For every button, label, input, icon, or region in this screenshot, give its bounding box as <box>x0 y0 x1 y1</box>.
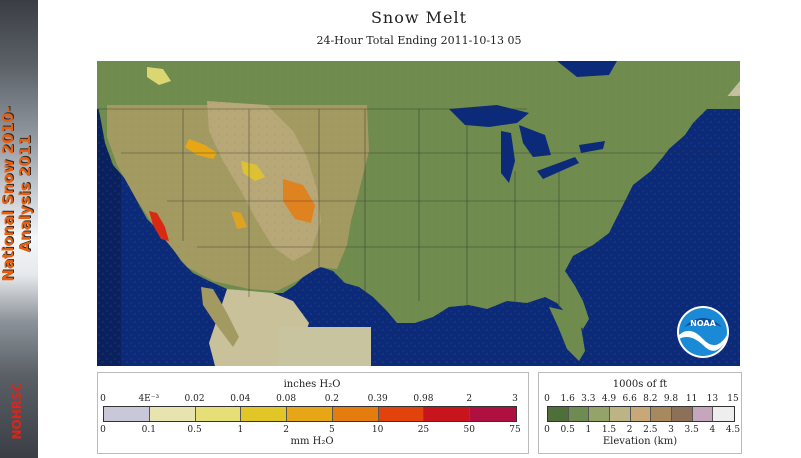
elevation-legend-top-label: 15 <box>727 394 739 404</box>
melt-legend-bottom-label: 2 <box>283 425 289 435</box>
melt-legend-swatch <box>470 407 516 421</box>
melt-legend-inches-title: inches H₂O <box>283 379 341 390</box>
snow-melt-north-cascades <box>147 67 171 85</box>
melt-legend-swatch <box>424 407 471 421</box>
great-lake-huron <box>519 125 551 157</box>
melt-legend-bottom-label: 0.5 <box>187 425 202 435</box>
elevation-legend-bottom-label: 1 <box>585 425 592 435</box>
melt-legend-top-label: 0.08 <box>276 394 297 404</box>
snow-melt-idaho-montana <box>185 139 217 159</box>
elevation-legend-top-label: 6.6 <box>622 394 637 404</box>
melt-legend-top-label: 3 <box>512 394 518 404</box>
elevation-legend-bottom-label: 3.5 <box>684 425 699 435</box>
melt-legend-top-label: 0 <box>100 394 106 404</box>
terrain-texture <box>97 61 740 366</box>
great-lake-erie <box>537 157 579 179</box>
melt-legend-swatch <box>241 407 288 421</box>
melt-legend-bottom-label: 50 <box>463 425 475 435</box>
elevation-legend-swatch <box>609 407 631 421</box>
map-title: Snow Melt <box>370 8 468 27</box>
melt-legend-bottom-label: 5 <box>329 425 335 435</box>
melt-legend-swatch <box>195 407 242 421</box>
melt-legend-top-label: 2 <box>466 394 473 404</box>
great-lake-michigan <box>501 131 515 183</box>
elevation-legend-bottom-label: 3 <box>668 425 674 435</box>
melt-legend-bottom-label: 1 <box>237 425 244 435</box>
melt-legend-top-label: 0.02 <box>184 394 205 404</box>
elevation-legend-top-label: 0 <box>544 394 550 404</box>
elevation-legend-top-label: 13 <box>706 394 719 404</box>
melt-legend-swatch <box>332 407 379 421</box>
elevation-legend-bottom-label: 2.5 <box>643 425 658 435</box>
elevation-legend-swatch <box>651 407 672 421</box>
elevation-legend-top-label: 1.6 <box>560 394 575 404</box>
elevation-legend-bottom-label: 0 <box>544 425 550 435</box>
elevation-legend-bottom-label: 1.5 <box>601 425 617 435</box>
melt-legend-swatch <box>149 407 196 421</box>
mexico-gray-box <box>279 327 371 366</box>
melt-color-bar <box>103 406 517 422</box>
elevation-legend-swatch <box>692 407 714 421</box>
elevation-legend-bottom-label: 2 <box>626 425 633 435</box>
melt-legend-top-label: 0.04 <box>230 394 251 404</box>
melt-legend-frame <box>97 372 529 454</box>
noaa-logo-text: NOAA <box>690 319 716 328</box>
melt-legend-bottom-label: 25 <box>417 425 430 435</box>
melt-legend-top-label: 0.2 <box>324 394 340 404</box>
melt-legend-bottom-label: 10 <box>371 425 384 435</box>
melt-legend-top-label: 0.39 <box>367 394 388 404</box>
elevation-color-bar <box>547 406 735 422</box>
melt-legend-bottom-label: 75 <box>509 425 521 435</box>
snow-melt-wyoming <box>241 161 265 181</box>
elevation-legend-swatch <box>630 407 652 421</box>
melt-legend-swatch <box>287 407 333 421</box>
map-subtitle: 24-Hour Total Ending 2011-10-13 05 <box>316 34 522 47</box>
elevation-legend-swatch <box>671 407 693 421</box>
elevation-legend-bottom-label: 0.5 <box>560 425 575 435</box>
snow-melt-sierra <box>149 211 169 241</box>
nohrsc-logo: NOHRSC <box>10 382 24 440</box>
melt-legend-swatch <box>378 407 425 421</box>
great-lake-ontario <box>579 141 605 153</box>
melt-legend-top-label: 4E⁻³ <box>138 394 160 404</box>
nohrsc-sidebar-banner: National Snow 2010- Analysis 2011 NOHRSC <box>0 0 38 458</box>
elevation-legend-frame <box>538 372 742 454</box>
elevation-legend-bottom-label: 4.5 <box>725 425 741 435</box>
elevation-legend-ft-title: 1000s of ft <box>612 379 668 390</box>
elevation-legend-swatch <box>713 407 734 421</box>
melt-legend-bottom-label: 0.1 <box>141 425 156 435</box>
melt-legend-bottom-label: 0 <box>100 425 106 435</box>
melt-legend-swatch <box>104 407 150 421</box>
florida <box>549 307 585 361</box>
elevation-legend-top-label: 11 <box>685 394 698 404</box>
sidebar-title-line2: Analysis 2011 <box>16 135 34 253</box>
elevation-legend-top-label: 4.9 <box>601 394 617 404</box>
sidebar-title-line1: National Snow 2010- <box>0 106 17 282</box>
elevation-legend-swatch <box>548 407 569 421</box>
sidebar-title: National Snow 2010- Analysis 2011 <box>0 86 36 302</box>
elevation-legend-swatch <box>568 407 590 421</box>
state-borders <box>97 108 717 305</box>
elevation-legend-top-label: 9.8 <box>663 394 679 404</box>
great-lake-superior <box>449 105 529 127</box>
hudson-bay-tip <box>557 61 617 77</box>
elevation-legend-bottom-label: 4 <box>709 425 716 435</box>
elevation-legend-top-label: 3.3 <box>581 394 596 404</box>
snow-melt-utah <box>231 211 247 229</box>
elevation-legend-km-title: Elevation (km) <box>602 436 678 447</box>
melt-legend-top-label: 0.98 <box>413 394 434 404</box>
elevation-legend-swatch <box>589 407 610 421</box>
noaa-logo: NOAA <box>677 306 729 358</box>
baja-california <box>201 287 239 347</box>
elevation-legend-top-label: 8.2 <box>643 394 658 404</box>
snow-melt-map <box>97 61 740 366</box>
melt-legend-mm-title: mm H₂O <box>290 436 334 447</box>
